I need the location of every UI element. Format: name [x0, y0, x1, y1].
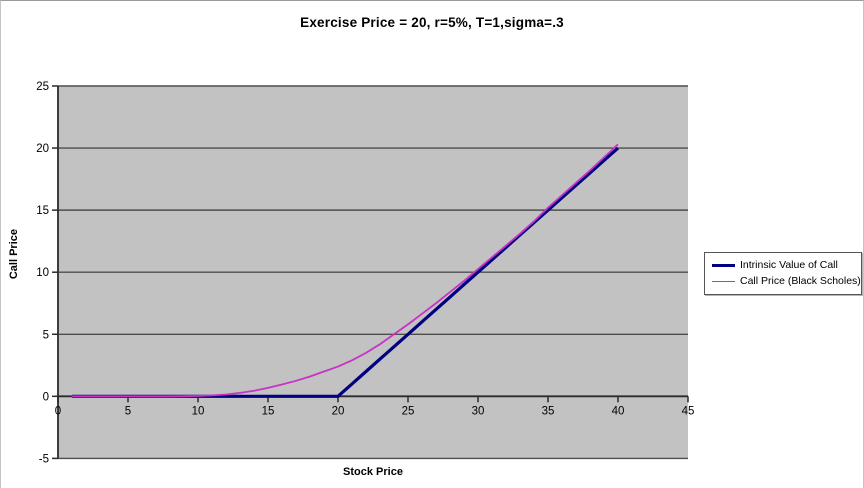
y-tick-label: 20 [36, 143, 49, 155]
y-axis-title: Call Price [8, 229, 20, 280]
legend-item-intrinsic: Intrinsic Value of Call [712, 257, 856, 273]
legend-item-black-scholes: Call Price (Black Scholes) [712, 273, 861, 289]
x-tick-label: 40 [612, 405, 625, 417]
x-tick-label: 15 [262, 405, 275, 417]
black-scholes-line-sample-icon [712, 280, 735, 282]
x-tick-label: 0 [55, 405, 61, 417]
x-tick-label: 10 [192, 405, 205, 417]
legend: Intrinsic Value of Call Call Price (Blac… [704, 252, 862, 295]
x-tick-label: 45 [682, 405, 695, 417]
x-tick-label: 20 [332, 405, 345, 417]
x-tick-label: 25 [402, 405, 415, 417]
x-tick-label: 30 [472, 405, 485, 417]
y-tick-label: 5 [43, 329, 49, 341]
chart-title: Exercise Price = 20, r=5%, T=1,sigma=.3 [300, 15, 564, 30]
y-tick-label: 0 [43, 391, 49, 403]
x-axis-title: Stock Price [343, 466, 403, 478]
intrinsic-line-sample-icon [712, 263, 735, 267]
y-tick-label: 25 [36, 81, 49, 93]
x-tick-label: 5 [125, 405, 131, 417]
legend-label-intrinsic: Intrinsic Value of Call [740, 259, 838, 271]
series-line-black-scholes [72, 143, 619, 398]
y-tick-label: -5 [39, 453, 49, 465]
x-tick-label: 35 [542, 405, 555, 417]
y-tick-label: 10 [36, 267, 49, 279]
legend-label-black-scholes: Call Price (Black Scholes) [740, 275, 861, 287]
y-tick-label: 15 [36, 205, 49, 217]
